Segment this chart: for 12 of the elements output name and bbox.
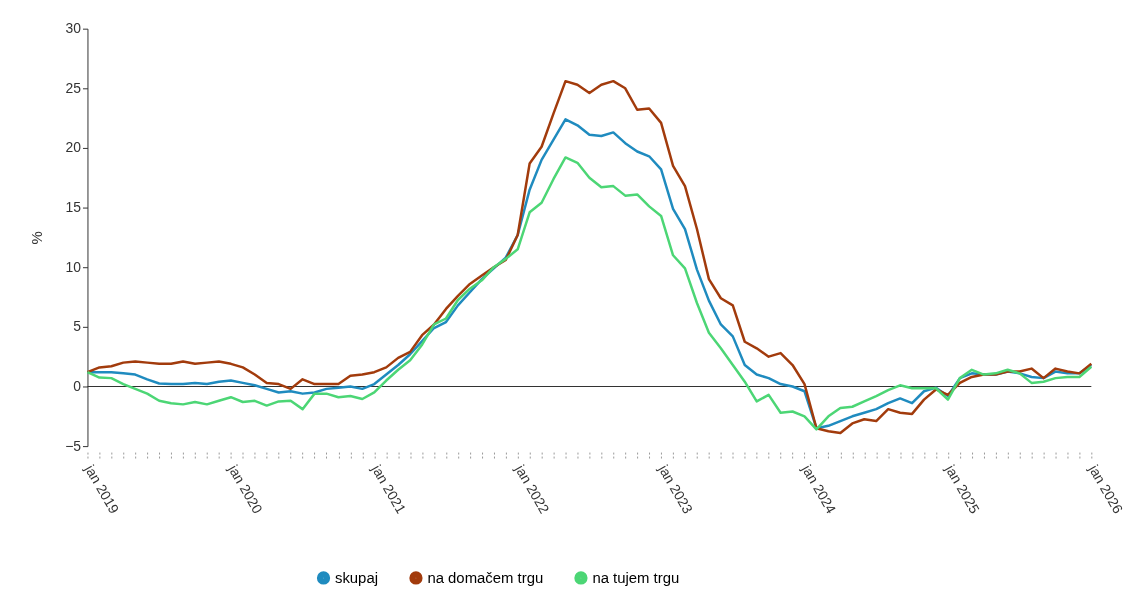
y-tick-label: 15 xyxy=(65,199,82,216)
legend-label: na tujem trgu xyxy=(592,569,680,586)
y-tick-label: 5 xyxy=(73,318,82,335)
y-tick-label: 20 xyxy=(65,139,82,156)
y-tick-label: 25 xyxy=(65,79,82,96)
y-tick-label: 30 xyxy=(65,20,82,37)
y-tick-label: −5 xyxy=(65,437,82,454)
y-axis-title: % xyxy=(29,231,46,245)
y-tick-label: 0 xyxy=(73,377,82,394)
y-tick-label: 10 xyxy=(65,258,82,275)
legend-label: na domačem trgu xyxy=(427,569,544,586)
legend-label: skupaj xyxy=(334,569,378,586)
